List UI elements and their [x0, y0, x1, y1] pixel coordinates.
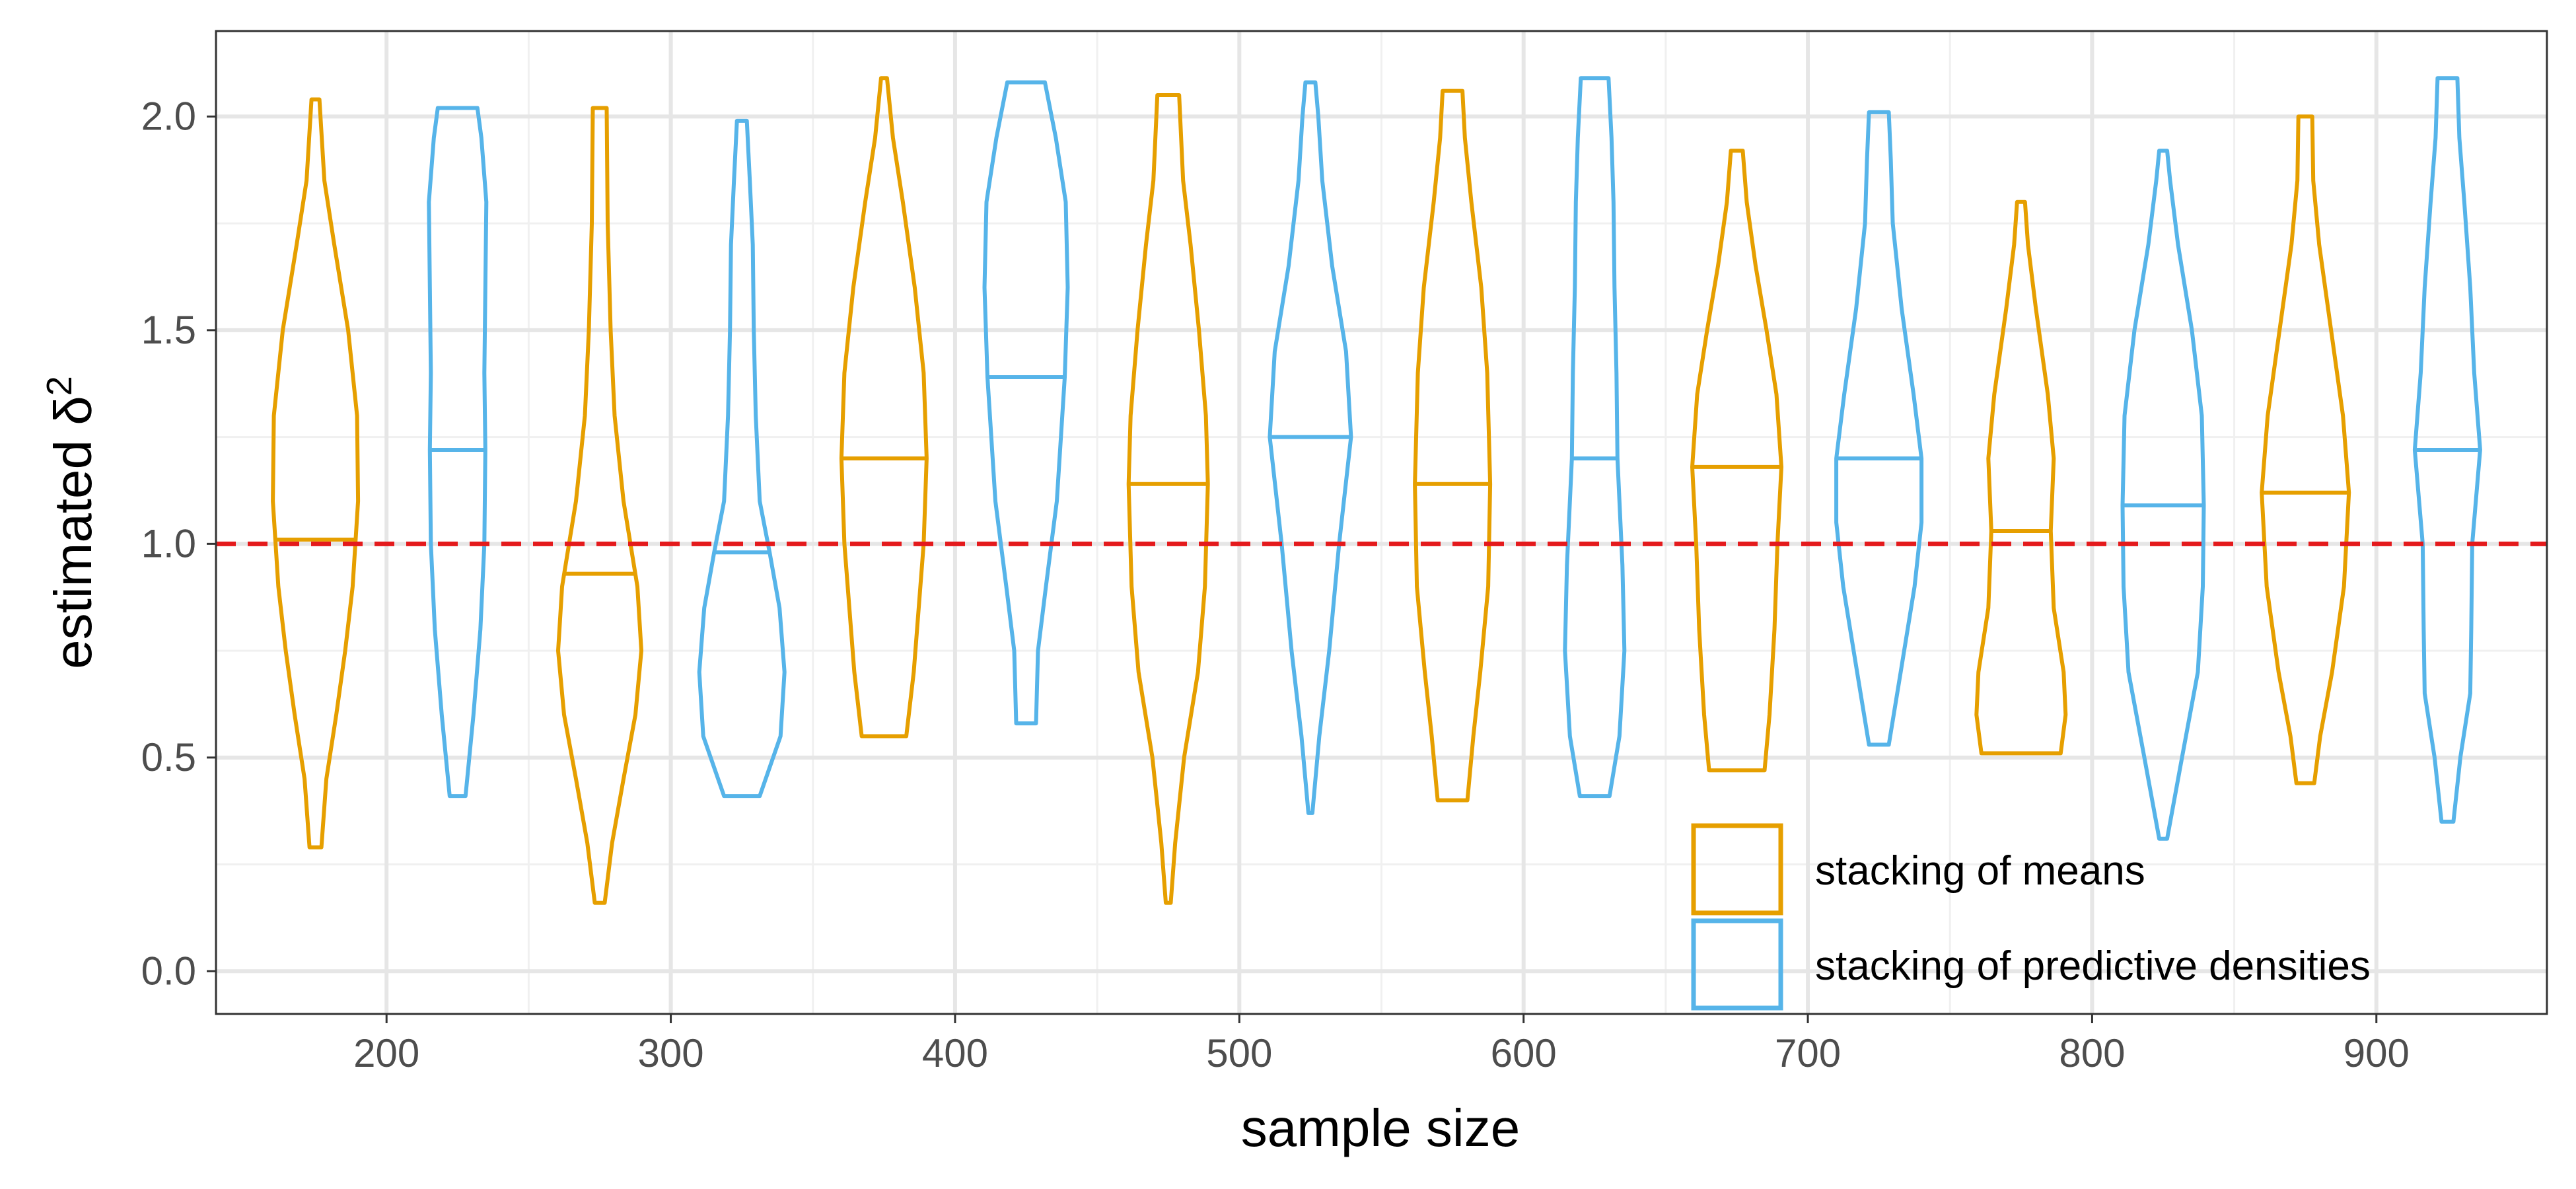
- legend-key-means: [1691, 823, 1783, 916]
- y-tick-label: 2.0: [141, 94, 196, 138]
- x-tick-label: 600: [1491, 1031, 1557, 1075]
- legend-label-predictive-densities: stacking of predictive densities: [1815, 943, 2371, 989]
- violin-predictive-600: [1563, 76, 1627, 799]
- x-tick-label: 200: [353, 1031, 419, 1075]
- violin-predictive-400: [982, 80, 1070, 726]
- y-axis-title-text: estimated δ: [44, 396, 102, 669]
- x-tick-label: 800: [2059, 1031, 2125, 1075]
- violin-means-500: [1126, 93, 1210, 905]
- x-axis-title: sample size: [1241, 1099, 1520, 1157]
- violin-means-800: [1974, 199, 2068, 756]
- violin-predictive-300: [697, 118, 787, 799]
- x-tick-label: 900: [2343, 1031, 2410, 1075]
- violin-predictive-500: [1268, 80, 1353, 815]
- legend-label-means: stacking of means: [1815, 848, 2145, 894]
- violin-predictive-900: [2412, 76, 2482, 824]
- minor-gridlines: [216, 31, 2547, 1014]
- violin-means-600: [1413, 89, 1493, 803]
- legend: stacking of means stacking of predictive…: [1691, 823, 2371, 1011]
- y-tick-label: 0.0: [141, 949, 196, 993]
- major-gridlines: [216, 31, 2547, 1014]
- y-tick-label: 0.5: [141, 735, 196, 779]
- violin-means-700: [1690, 149, 1783, 773]
- y-tick-label: 1.5: [141, 308, 196, 352]
- y-axis-title-superscript: 2: [40, 376, 79, 396]
- violin-predictive-700: [1834, 110, 1924, 747]
- y-axis: 0.0 0.5 1.0 1.5 2.0: [141, 94, 216, 993]
- x-tick-label: 300: [638, 1031, 704, 1075]
- x-tick-label: 700: [1775, 1031, 1841, 1075]
- violin-means-400: [839, 76, 929, 739]
- violin-means-300: [556, 106, 643, 905]
- violin-means-900: [2260, 114, 2351, 785]
- violin-predictive-800: [2120, 149, 2206, 841]
- violins: [271, 76, 2482, 905]
- violin-means-200: [271, 97, 361, 849]
- x-tick-label: 400: [922, 1031, 988, 1075]
- violin-predictive-200: [427, 106, 489, 799]
- plot-border: [215, 30, 2548, 1015]
- x-axis: 200 300 400 500 600 700 800 900: [353, 1014, 2410, 1075]
- legend-key-predictive-densities: [1691, 918, 1783, 1011]
- y-tick-label: 1.0: [141, 521, 196, 565]
- y-axis-title: estimated δ2: [40, 376, 102, 669]
- x-tick-label: 500: [1206, 1031, 1272, 1075]
